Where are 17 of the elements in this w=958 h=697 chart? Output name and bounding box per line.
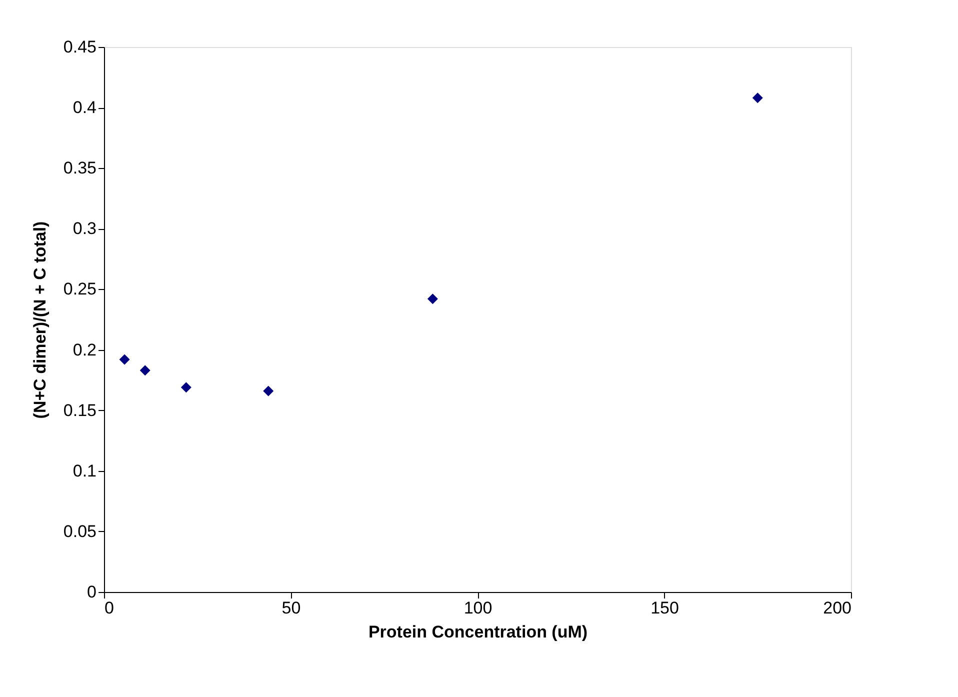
y-tick-label: 0.2 — [72, 340, 96, 360]
x-tick-label: 100 — [464, 598, 492, 618]
y-tick-label: 0 — [87, 582, 96, 602]
x-axis-title: Protein Concentration (uM) — [368, 622, 588, 642]
x-tick-label: 200 — [823, 598, 852, 618]
x-tick-label: 0 — [104, 598, 114, 618]
y-tick-label: 0.05 — [63, 522, 96, 541]
x-tick-label: 50 — [282, 598, 301, 618]
y-tick-label: 0.4 — [72, 98, 96, 118]
y-tick-label: 0.45 — [63, 38, 96, 56]
y-axis-title: (N+C dimer)/(N + C total) — [30, 221, 50, 419]
x-tick-label: 150 — [650, 598, 679, 618]
y-tick-label: 0.1 — [72, 461, 96, 480]
y-tick-label: 0.3 — [72, 219, 96, 238]
y-tick-label: 0.35 — [63, 158, 96, 178]
y-tick-label: 0.25 — [63, 280, 96, 299]
y-tick-label: 0.15 — [63, 400, 96, 420]
